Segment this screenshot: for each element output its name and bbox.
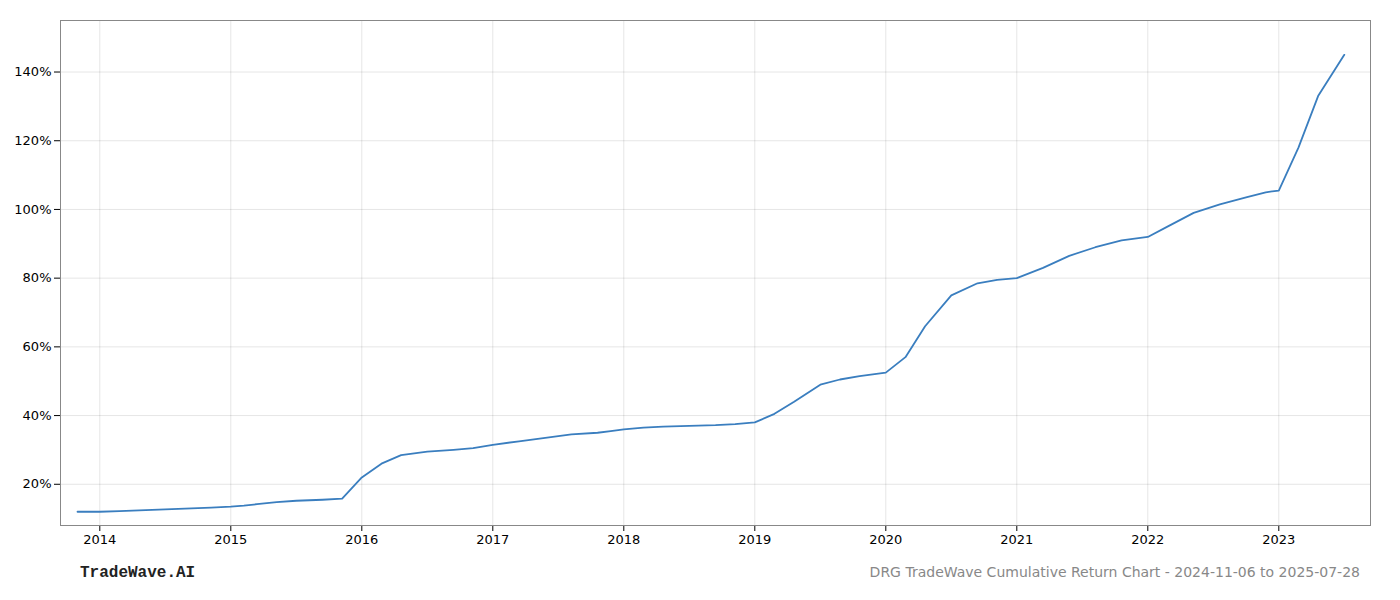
svg-text:2019: 2019 — [738, 532, 771, 547]
svg-text:120%: 120% — [14, 133, 51, 148]
svg-text:2021: 2021 — [1000, 532, 1033, 547]
svg-text:2023: 2023 — [1262, 532, 1295, 547]
svg-text:100%: 100% — [14, 202, 51, 217]
svg-text:2020: 2020 — [869, 532, 902, 547]
svg-text:2017: 2017 — [476, 532, 509, 547]
svg-text:20%: 20% — [23, 476, 52, 491]
svg-text:80%: 80% — [23, 270, 52, 285]
svg-text:2014: 2014 — [83, 532, 116, 547]
svg-text:2016: 2016 — [345, 532, 378, 547]
html-text:TradeWave.AI: TradeWave.AI — [80, 564, 196, 582]
svg-text:2018: 2018 — [607, 532, 640, 547]
html-text:DRG TradeWave Cumulative Retur: DRG TradeWave Cumulative Return Chart - … — [869, 564, 1360, 580]
svg-text:40%: 40% — [23, 408, 52, 423]
svg-text:2022: 2022 — [1131, 532, 1164, 547]
svg-text:140%: 140% — [14, 64, 51, 79]
svg-text:60%: 60% — [23, 339, 52, 354]
svg-text:2015: 2015 — [214, 532, 247, 547]
